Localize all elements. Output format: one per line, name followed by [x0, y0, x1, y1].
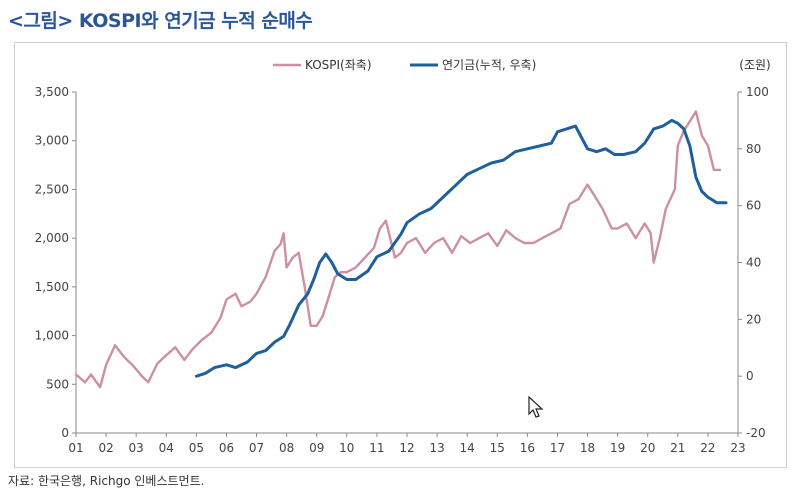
legend-kospi-label: KOSPI(좌축): [305, 58, 372, 72]
right-tick-label: 20: [746, 312, 761, 326]
x-tick-label: 11: [369, 441, 384, 455]
x-tick-label: 09: [309, 441, 324, 455]
source-note: 자료: 한국은행, Richgo 인베스트먼트.: [8, 474, 205, 488]
x-tick-label: 05: [189, 441, 204, 455]
right-tick-label: 80: [746, 142, 761, 156]
x-tick-label: 15: [490, 441, 505, 455]
x-axis-ticks: 01 02 03 04 05 06 07 08 09 10 11 12 13 14 15 16 17 18 19 20…: [68, 433, 746, 455]
x-tick-label: 12: [399, 441, 414, 455]
x-tick-label: 13: [429, 441, 444, 455]
kospi-series-line: [74, 110, 722, 389]
figure-title: <그림> KOSPI와 연기금 누적 순매수: [8, 10, 313, 32]
x-tick-label: 22: [700, 441, 715, 455]
x-tick-label: 03: [129, 441, 144, 455]
mouse-pointer-icon: [528, 396, 544, 418]
x-tick-label: 07: [249, 441, 264, 455]
x-tick-label: 16: [520, 441, 535, 455]
right-axis-unit: (조원): [739, 58, 770, 72]
x-tick-label: 21: [670, 441, 685, 455]
axes: [75, 92, 739, 434]
x-tick-label: 17: [550, 441, 565, 455]
right-tick-label: -20: [746, 426, 766, 440]
right-tick-label: 40: [746, 256, 761, 270]
chart-frame: 0 500 1,000 1,500 2,000 2,500 3,000 3,500 -20 0 2…: [14, 42, 787, 468]
x-tick-label: 10: [339, 441, 354, 455]
x-tick-label: 06: [219, 441, 234, 455]
x-tick-label: 01: [68, 441, 83, 455]
left-tick-label: 2,000: [35, 231, 69, 245]
left-tick-label: 500: [46, 377, 69, 391]
series: [74, 110, 728, 389]
x-tick-label: 02: [98, 441, 113, 455]
right-axis-ticks: -20 0 20 40 60 80 100: [738, 85, 769, 440]
pension-series-line: [194, 118, 728, 378]
x-tick-label: 04: [159, 441, 174, 455]
right-tick-label: 60: [746, 199, 761, 213]
x-tick-label: 20: [640, 441, 655, 455]
x-tick-label: 18: [580, 441, 595, 455]
left-tick-label: 1,000: [35, 329, 69, 343]
x-tick-label: 19: [610, 441, 625, 455]
left-axis-ticks: 0 500 1,000 1,500 2,000 2,500 3,000 3,500: [35, 85, 76, 440]
right-tick-label: 0: [746, 369, 754, 383]
legend-pension-label: 연기금(누적, 우축): [442, 58, 536, 72]
left-tick-label: 3,000: [35, 134, 69, 148]
legend: KOSPI(좌축) 연기금(누적, 우축): [273, 58, 536, 72]
right-tick-label: 100: [746, 85, 769, 99]
x-tick-label: 14: [460, 441, 475, 455]
x-tick-label: 08: [279, 441, 294, 455]
left-tick-label: 3,500: [35, 85, 69, 99]
x-tick-label: 23: [730, 441, 745, 455]
left-tick-label: 2,500: [35, 182, 69, 196]
left-tick-label: 1,500: [35, 280, 69, 294]
left-tick-label: 0: [61, 426, 69, 440]
